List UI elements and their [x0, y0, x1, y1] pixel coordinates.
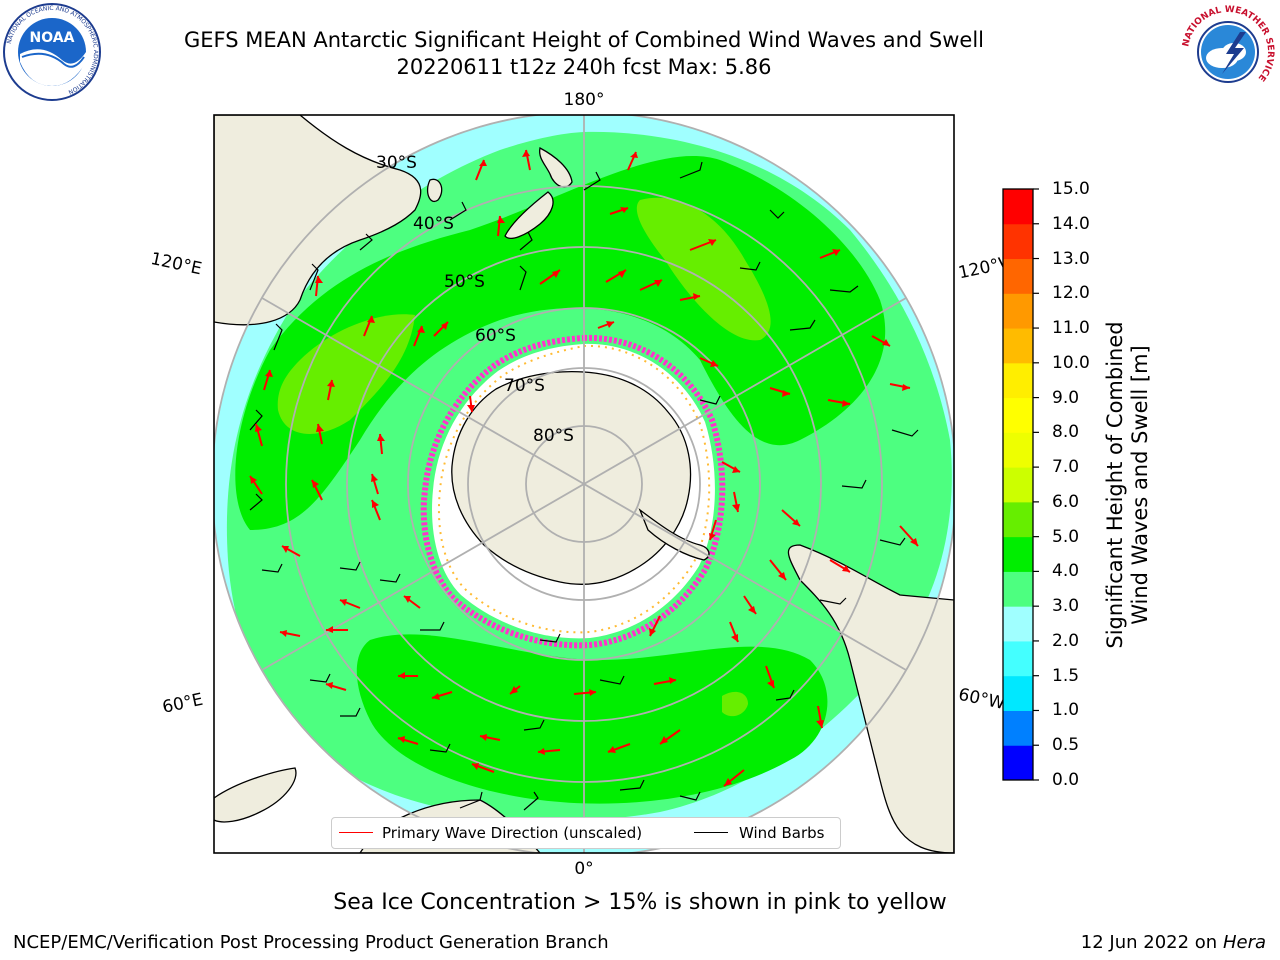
colorbar-segment [1003, 258, 1033, 294]
colorbar-tick-label: 13.0 [1052, 248, 1090, 269]
nws-logo: NATIONAL WEATHER SERVICE [1180, 4, 1276, 100]
colorbar-tick-label: 9.0 [1052, 387, 1080, 408]
lat-label-40s: 40°S [413, 214, 454, 234]
graticule [214, 115, 954, 853]
lat-label-50s: 50°S [444, 272, 485, 292]
colorbar-tick-label: 2.0 [1052, 630, 1080, 651]
colorbar-tick-label: 0.0 [1052, 770, 1080, 790]
footer-host: Hera [1222, 932, 1266, 953]
colorbar-tick-label: 10.0 [1052, 352, 1090, 373]
colorbar-segment [1003, 536, 1033, 572]
wind-barbs [249, 161, 919, 811]
wave-field-5to6m-c [722, 691, 748, 717]
land-antarctic-peninsula [638, 508, 710, 561]
lat-label-80s: 80°S [533, 426, 574, 446]
colorbar-tick-label: 4.0 [1052, 561, 1080, 582]
legend-barb-swatch [694, 832, 728, 833]
colorbar [1002, 188, 1039, 781]
colorbar-segment [1003, 745, 1033, 781]
colorbar-label: Significant Height of Combined Wind Wave… [1103, 245, 1153, 725]
colorbar-segment [1003, 606, 1033, 642]
footer-credit: NCEP/EMC/Verification Post Processing Pr… [13, 932, 609, 953]
wave-direction-arrows [249, 149, 919, 787]
colorbar-tick-label: 3.0 [1052, 596, 1080, 617]
map-legend: Primary Wave Direction (unscaled) Wind B… [331, 817, 841, 849]
colorbar-segment [1003, 293, 1033, 329]
lon-label-60w: 60°W [957, 685, 1007, 714]
lon-label-180: 180° [564, 90, 605, 110]
legend-wave-swatch [339, 832, 373, 833]
colorbar-segment [1003, 362, 1033, 399]
wave-field-5to6m-b [277, 314, 415, 434]
noaa-center-text: NOAA [30, 30, 75, 46]
lat-label-30s: 30°S [376, 153, 417, 173]
land-madagascar [214, 767, 297, 823]
colorbar-tick-label: 12.0 [1052, 283, 1090, 304]
land-new-zealand-south [504, 191, 554, 239]
colorbar-segment [1003, 397, 1033, 433]
colorbar-segment [1003, 223, 1033, 260]
sea-ice-note: Sea Ice Concentration > 15% is shown in … [333, 890, 947, 915]
colorbar-tick-label: 5.0 [1052, 526, 1080, 547]
lat-label-60s: 60°S [475, 326, 516, 346]
chart-title: GEFS MEAN Antarctic Significant Height o… [183, 28, 985, 52]
colorbar-segment [1003, 571, 1033, 607]
colorbar-segment [1003, 501, 1033, 538]
chart-subtitle: 20220611 t12z 240h fcst Max: 5.86 [396, 55, 772, 79]
colorbar-tick-label: 7.0 [1052, 457, 1080, 478]
colorbar-segment [1003, 640, 1033, 677]
legend-barb-label: Wind Barbs [739, 824, 825, 842]
footer-date-text: 12 Jun 2022 on [1080, 932, 1218, 953]
sea-ice-fringe [437, 344, 711, 634]
colorbar-segment [1003, 710, 1033, 746]
colorbar-label-line2: Wind Waves and Swell [m] [1128, 345, 1152, 625]
sea-ice-edge [420, 334, 726, 649]
colorbar-segment [1003, 189, 1033, 225]
footer-date: 12 Jun 2022 on Hera [1081, 932, 1266, 953]
colorbar-tick-label: 8.0 [1052, 422, 1080, 443]
colorbar-label-line1: Significant Height of Combined [1103, 321, 1127, 649]
land-south-america [787, 544, 954, 853]
colorbar-tick-label: 1.0 [1052, 700, 1080, 721]
map-frame [213, 114, 955, 854]
latitude-labels: 30°S 40°S 50°S 60°S 70°S 80°S [376, 153, 574, 446]
lat-label-70s: 70°S [504, 376, 545, 396]
noaa-logo: NATIONAL OCEANIC AND ATMOSPHERIC ADMINIS… [3, 3, 101, 101]
colorbar-segment [1003, 432, 1033, 468]
wave-field-5to6m-a [636, 197, 771, 341]
land-tasmania [426, 178, 443, 203]
lon-label-120e: 120°E [149, 249, 204, 279]
land-antarctica-interior [451, 370, 692, 585]
legend-wave-label: Primary Wave Direction (unscaled) [382, 824, 643, 842]
colorbar-segment [1003, 328, 1033, 364]
colorbar-tick-label: 1.5 [1052, 665, 1080, 686]
lon-label-60e: 60°E [161, 690, 205, 718]
lon-label-0: 0° [574, 859, 593, 879]
colorbar-segment [1003, 675, 1033, 711]
colorbar-tick-label: 11.0 [1052, 318, 1090, 339]
colorbar-tick-label: 15.0 [1052, 179, 1090, 199]
colorbar-tick-label: 14.0 [1052, 213, 1090, 234]
colorbar-frame [1002, 188, 1034, 781]
colorbar-segment [1003, 467, 1033, 503]
colorbar-tick-label: 0.5 [1052, 735, 1080, 756]
colorbar-tick-label: 6.0 [1052, 491, 1080, 512]
